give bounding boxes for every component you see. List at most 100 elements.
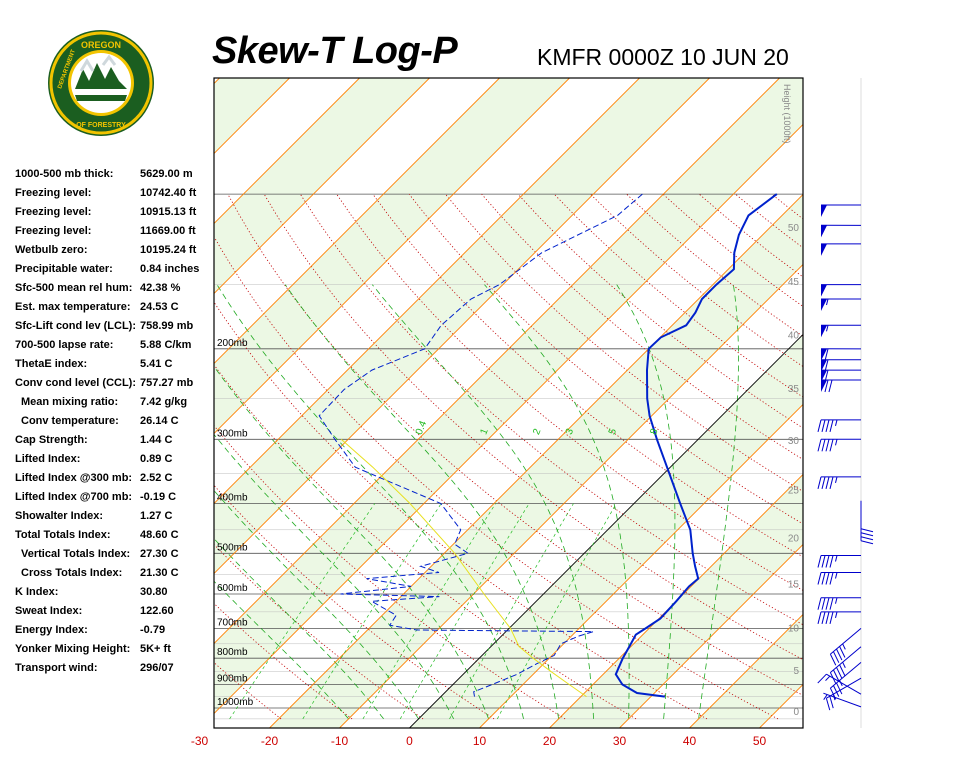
- wind-barb-full: [825, 419, 830, 433]
- index-value: 0.89 C: [140, 453, 173, 465]
- index-label: Mean mixing ratio:: [21, 396, 119, 408]
- wind-barb-half: [839, 680, 843, 687]
- wind-barb-full: [817, 439, 822, 452]
- isotherm-line: [214, 78, 220, 85]
- isotherm-line: [0, 78, 80, 728]
- wind-barb-half: [835, 555, 838, 562]
- temp-tick-label: 20: [543, 734, 557, 748]
- wind-barb: [817, 673, 862, 695]
- wind-barb-full: [825, 597, 830, 610]
- wind-barb: [829, 646, 862, 684]
- wind-barb-staff: [830, 628, 862, 655]
- index-value: 42.38 %: [140, 282, 181, 294]
- mixing-ratio-label: 5: [607, 427, 619, 437]
- dewpoint-line: [318, 193, 643, 697]
- mixing-ratio-line: [302, 503, 442, 720]
- index-label: Lifted Index @300 mb:: [15, 472, 133, 484]
- index-label: Conv cond level (CCL):: [15, 377, 137, 389]
- index-label: 1000-500 mb thick:: [15, 168, 114, 180]
- wind-barb-flag: [821, 325, 827, 338]
- height-tick-label: 0: [793, 707, 799, 718]
- wind-barb: [817, 476, 862, 489]
- moist-adiabat: [216, 284, 524, 720]
- index-label: Conv temperature:: [21, 415, 119, 427]
- wind-barb: [829, 661, 862, 700]
- index-value: 757.27 mb: [140, 377, 194, 389]
- index-value: -0.19 C: [140, 491, 177, 503]
- index-value: 758.99 mb: [140, 320, 194, 332]
- wind-barb-full: [829, 653, 837, 666]
- wind-barb-full: [821, 419, 826, 433]
- height-tick-label: 35: [788, 384, 800, 395]
- wind-barb: [817, 572, 862, 585]
- moist-adiabat: [371, 284, 594, 719]
- wind-barb-full: [829, 572, 834, 585]
- index-label: Freezing level:: [15, 187, 92, 199]
- index-label: Total Totals Index:: [15, 529, 111, 541]
- isotherm-band: [214, 78, 803, 714]
- wind-barb: [817, 438, 862, 452]
- wind-barb-flag: [821, 299, 827, 312]
- wind-barb-full: [817, 419, 822, 433]
- isotherm-line: [214, 78, 570, 435]
- wind-barb-flag: [821, 359, 827, 372]
- index-label: Showalter Index:: [15, 510, 104, 522]
- height-tick-label: 10: [788, 623, 800, 634]
- wind-barb-full: [817, 572, 822, 585]
- wind-barb-full: [832, 651, 840, 663]
- wind-barb-half: [835, 476, 838, 483]
- wind-barb-full: [821, 572, 826, 585]
- wind-barb-flag: [821, 205, 827, 218]
- index-value: -0.79: [140, 624, 166, 636]
- moist-adiabat: [214, 580, 349, 720]
- pressure-label: 200mb: [217, 338, 248, 349]
- index-label: ThetaE index:: [15, 358, 88, 370]
- mixing-ratio-line: [449, 503, 574, 720]
- dry-adiabat: [227, 193, 803, 696]
- wind-barb: [817, 597, 862, 610]
- wind-barb: [817, 611, 862, 624]
- wind-barb: [817, 419, 862, 433]
- index-label: Vertical Totals Index:: [21, 548, 131, 560]
- index-label: Cross Totals Index:: [21, 567, 123, 579]
- index-value: 1.27 C: [140, 510, 173, 522]
- temp-tick-label: -30: [191, 734, 209, 748]
- wind-barb-full: [825, 698, 831, 711]
- wind-barb-half: [826, 325, 829, 332]
- index-value: 27.30 C: [140, 548, 179, 560]
- index-value: 7.42 g/kg: [140, 396, 188, 408]
- wind-barb-half: [826, 298, 829, 306]
- index-label: Lifted Index:: [15, 453, 81, 465]
- height-tick-label: 5: [793, 666, 799, 677]
- dry-adiabat: [880, 194, 960, 719]
- dry-adiabat: [214, 301, 708, 720]
- oregon-forestry-logo: OREGON OF FORESTRY DEPARTMENT: [48, 30, 154, 136]
- index-value: 26.14 C: [140, 415, 179, 427]
- wind-barb-flag: [821, 380, 827, 393]
- wind-barb-full: [829, 476, 834, 489]
- index-value: 10195.24 ft: [140, 244, 197, 256]
- wind-barb-staff: [830, 661, 862, 689]
- wind-barb-full: [828, 379, 833, 393]
- height-tick-label: 25: [788, 486, 800, 497]
- pressure-label: 700mb: [217, 617, 248, 628]
- index-label: Transport wind:: [15, 662, 98, 674]
- wind-barb-full: [821, 476, 826, 489]
- isotherm-line: [214, 78, 780, 645]
- mixing-ratio-label: 1: [478, 427, 490, 437]
- temperature-line: [614, 193, 778, 698]
- index-value: 296/07: [140, 662, 174, 674]
- isotherm-line: [830, 78, 960, 728]
- moist-adiabat: [214, 433, 454, 720]
- moist-adiabat: [484, 284, 630, 719]
- wind-barb-full: [824, 369, 829, 383]
- wind-barb-full: [832, 685, 840, 697]
- temp-tick-label: 10: [473, 734, 487, 748]
- wind-barb-staff: [826, 677, 862, 699]
- svg-text:OREGON: OREGON: [81, 40, 121, 50]
- wind-barb-half: [823, 694, 828, 700]
- index-value: 5.88 C/km: [140, 339, 192, 351]
- wind-barb: [820, 379, 862, 393]
- moist-adiabat: [214, 489, 419, 720]
